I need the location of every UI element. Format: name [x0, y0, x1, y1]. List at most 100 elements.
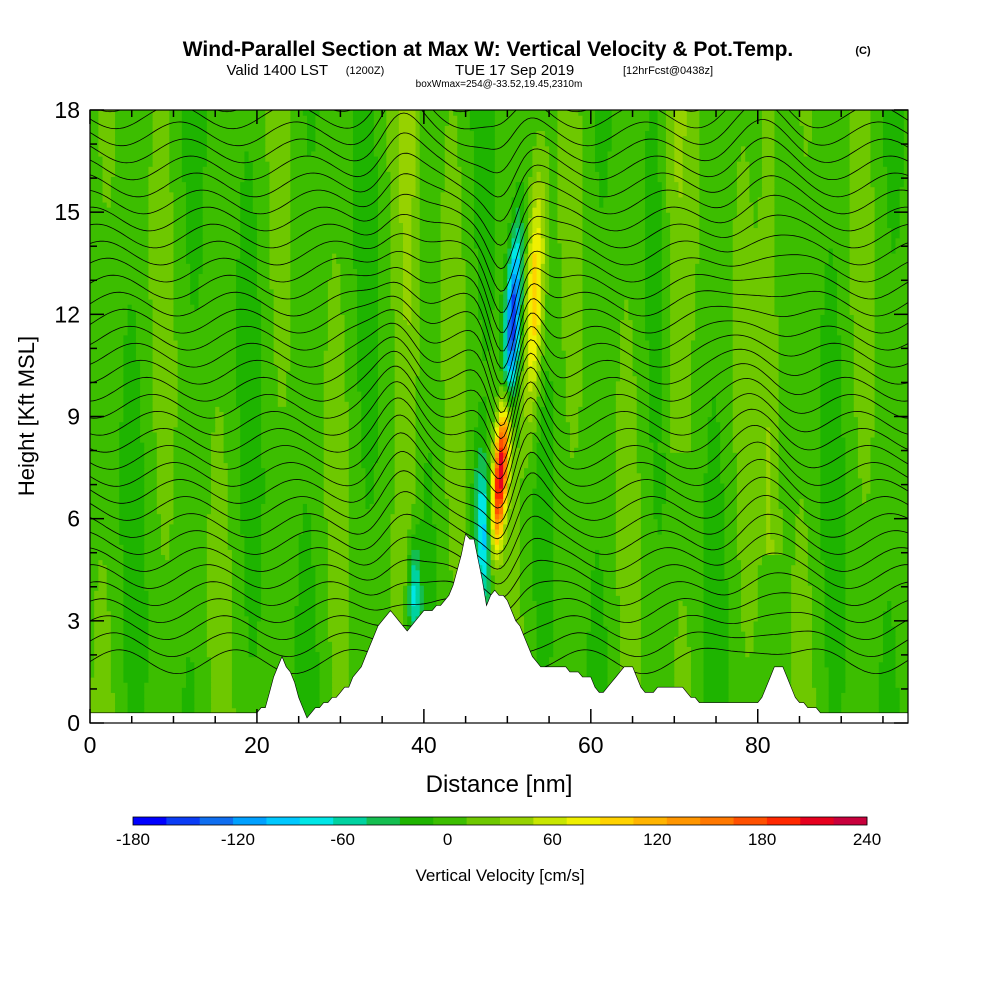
heat-cell: [820, 344, 842, 351]
heat-cell: [690, 431, 709, 438]
heat-cell: [94, 671, 112, 678]
heat-cell: [874, 273, 908, 280]
heat-cell: [640, 651, 675, 658]
heat-cell: [411, 314, 421, 321]
heat-cell: [344, 355, 358, 361]
heat-cell: [536, 641, 554, 647]
heat-cell: [419, 309, 442, 315]
heat-cell: [640, 600, 680, 607]
heat-cell: [261, 385, 279, 392]
heat-cell: [503, 375, 508, 382]
heat-cell: [185, 196, 204, 203]
heat-cell: [465, 283, 479, 290]
heat-cell: [649, 411, 663, 418]
heat-cell: [703, 544, 725, 550]
heat-cell: [115, 166, 150, 172]
heat-cell: [849, 309, 876, 315]
heat-cell: [398, 217, 412, 223]
heat-cell: [557, 140, 584, 147]
heat-cell: [357, 334, 379, 341]
heat-cell: [123, 666, 150, 673]
heat-cell: [774, 263, 826, 269]
heat-cell: [490, 436, 496, 443]
heat-cell: [732, 390, 780, 397]
heat-cell: [248, 641, 258, 647]
heat-cell: [557, 232, 584, 239]
heat-cell: [503, 385, 508, 392]
heat-cell: [190, 273, 200, 280]
heat-cell: [645, 130, 659, 137]
heat-cell: [286, 401, 325, 407]
heat-cell: [307, 503, 325, 510]
heat-cell: [528, 263, 533, 269]
heat-cell: [261, 579, 300, 586]
heat-cell: [390, 539, 408, 545]
heat-cell: [269, 196, 291, 203]
heat-cell: [461, 237, 475, 244]
heat-cell: [874, 196, 888, 203]
heat-cell: [640, 574, 705, 581]
heat-cell: [586, 671, 609, 678]
heat-cell: [261, 610, 296, 617]
heat-cell: [440, 360, 467, 367]
heat-cell: [428, 452, 433, 458]
heat-cell: [615, 457, 638, 464]
heat-cell: [352, 222, 379, 229]
heat-cell: [757, 196, 776, 203]
heat-cell: [490, 539, 496, 545]
heat-cell: [853, 339, 876, 346]
heat-cell: [720, 457, 738, 464]
heat-cell: [515, 426, 521, 433]
heat-cell: [486, 355, 500, 361]
heat-cell: [686, 631, 705, 637]
heat-cell: [528, 253, 533, 259]
heat-cell: [903, 150, 908, 157]
heat-cell: [703, 656, 730, 663]
heat-cell: [123, 656, 150, 663]
heat-cell: [290, 166, 354, 172]
heat-cell: [636, 436, 650, 443]
heat-cell: [703, 666, 730, 673]
heat-cell: [515, 309, 521, 315]
heat-cell: [828, 671, 846, 678]
heat-cell: [432, 452, 446, 458]
heat-cell: [532, 544, 554, 550]
heat-cell: [394, 467, 417, 474]
heat-cell: [824, 309, 838, 315]
heat-cell: [665, 493, 705, 499]
heat-cell: [90, 222, 150, 229]
heat-cell: [144, 503, 158, 510]
heat-cell: [653, 442, 659, 448]
heat-cell: [173, 227, 187, 234]
heat-cell: [791, 625, 813, 632]
heat-cell: [903, 145, 908, 152]
heat-cell: [582, 222, 646, 229]
heat-cell: [494, 426, 500, 433]
heat-cell: [465, 452, 475, 458]
heat-cell: [515, 324, 521, 331]
heat-cell: [215, 421, 225, 428]
heat-cell: [803, 518, 821, 525]
heat-cell: [874, 217, 888, 223]
heat-cell: [227, 533, 246, 540]
heat-cell: [110, 620, 124, 627]
heat-cell: [749, 171, 763, 178]
heat-cell: [377, 186, 392, 193]
heat-cell: [415, 600, 421, 607]
heat-cell: [465, 513, 471, 520]
heat-cell: [874, 355, 908, 361]
heat-cell: [219, 406, 241, 412]
heat-cell: [419, 212, 442, 218]
heat-cell: [465, 528, 471, 535]
heat-cell: [499, 406, 508, 412]
heat-cell: [152, 380, 179, 387]
heat-cell: [678, 191, 684, 198]
heat-cell: [503, 329, 508, 336]
heat-cell: [540, 293, 546, 300]
heat-cell: [524, 339, 529, 346]
heat-cell: [482, 319, 492, 326]
heat-cell: [135, 350, 154, 356]
heat-cell: [503, 365, 508, 372]
heat-cell: [499, 467, 504, 474]
heat-cell: [661, 212, 671, 218]
